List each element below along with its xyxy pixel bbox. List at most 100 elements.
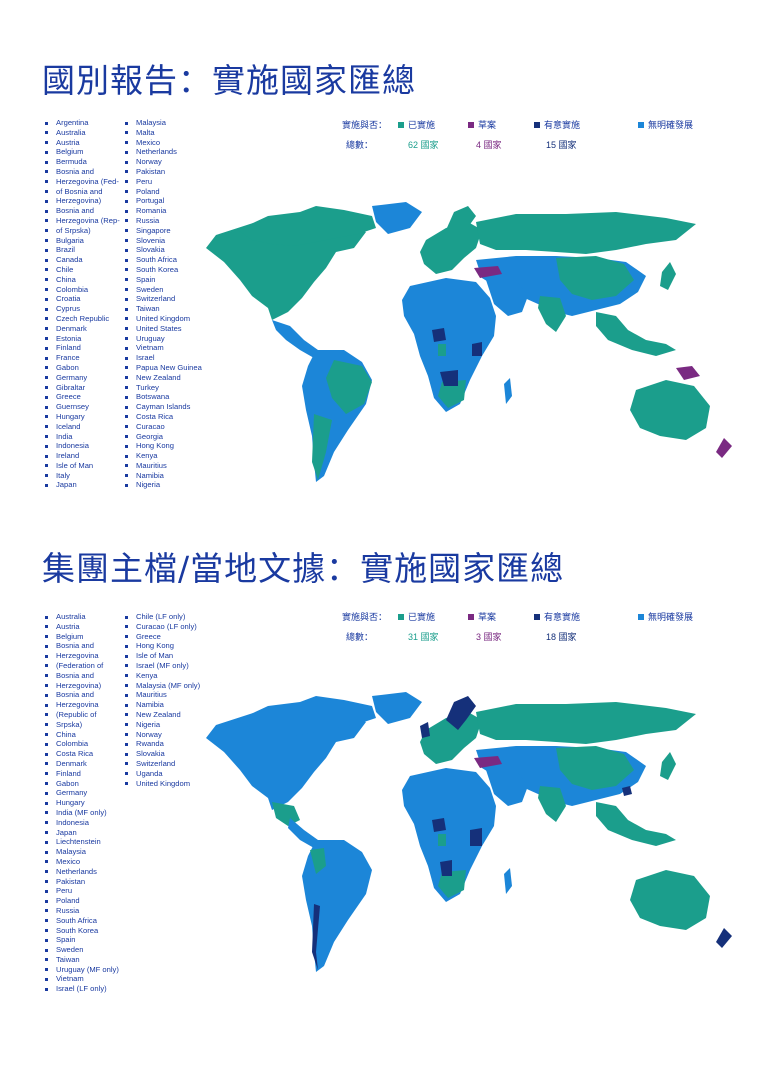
country-list-item: South Korea <box>122 265 222 275</box>
master-file-title: 集團主檔/當地文據：實施國家匯總 <box>42 549 565 588</box>
nigeria-shape <box>432 328 446 342</box>
country-list-item: Peru <box>122 177 222 187</box>
country-list-item: Poland <box>122 187 222 197</box>
country-list-item: Czech Republic <box>42 314 124 324</box>
country-list-item: Bosnia and <box>42 690 124 700</box>
turkey-shape <box>474 756 502 768</box>
country-list-item: South Korea <box>42 926 124 936</box>
country-list-item: Indonesia <box>42 441 124 451</box>
country-list-item: Bosnia and <box>42 206 124 216</box>
country-list-item: Taiwan <box>42 955 124 965</box>
chile-argentina-shape <box>312 414 332 480</box>
legend-no-plan: 無明確發展 <box>638 610 693 623</box>
country-list-item: Iceland <box>42 422 124 432</box>
country-list-item: Spain <box>122 275 222 285</box>
country-list-item: Hungary <box>42 412 124 422</box>
north-america-shape <box>206 218 366 320</box>
country-list-item: Indonesia <box>42 818 124 828</box>
country-list-item: Mexico <box>42 857 124 867</box>
country-list-item: Israel <box>122 353 222 363</box>
country-list-item: Srpska) <box>42 720 124 730</box>
uk-shape <box>420 722 430 738</box>
implemented-swatch <box>398 613 404 620</box>
totals-label: 總數： <box>346 632 374 642</box>
europe-shape <box>420 222 482 274</box>
draft-swatch <box>468 121 474 128</box>
country-list-item: Belgium <box>42 147 124 157</box>
country-list-item: Israel (LF only) <box>42 984 124 994</box>
scandinavia-shape <box>446 696 476 730</box>
country-list-item: Kenya <box>122 451 222 461</box>
country-list-item: Germany <box>42 788 124 798</box>
country-list-item: Sweden <box>42 945 124 955</box>
country-list-item: Norway <box>122 730 222 740</box>
country-list-item: Australia <box>42 128 124 138</box>
country-report-section: 國別報告：實施國家匯總 Argentina Australia Austria Bel… <box>0 0 768 520</box>
legend-implemented: 已實施 <box>398 610 435 623</box>
intended-swatch <box>534 121 540 128</box>
south-america-shape <box>302 840 372 972</box>
africa-shape <box>402 278 496 412</box>
country-list-item: Herzegovina <box>42 651 124 661</box>
country-list-item: Mexico <box>122 138 222 148</box>
country-list-item: United States <box>122 324 222 334</box>
country-list-item: Ireland <box>42 451 124 461</box>
country-list-item: Norway <box>122 157 222 167</box>
total-implemented: 31 國家 <box>408 632 439 642</box>
madagascar-shape <box>504 378 512 404</box>
country-list-item: Costa Rica <box>42 749 124 759</box>
country-list-item: Israel (MF only) <box>122 661 222 671</box>
gabon-shape <box>438 834 446 846</box>
world-map <box>206 692 732 972</box>
country-list-item: Sweden <box>122 285 222 295</box>
map-legend: 實施與否： 已實施 草案 有意實施 無明確發展 總數： 31 國家 3 國家 1… <box>342 610 742 650</box>
country-list-item: Isle of Man <box>42 461 124 471</box>
country-list-item: Colombia <box>42 739 124 749</box>
country-list-item: Guernsey <box>42 402 124 412</box>
country-list-item: Poland <box>42 896 124 906</box>
china-shape <box>556 256 634 300</box>
country-list-item: United Kingdom <box>122 314 222 324</box>
australia-shape <box>630 380 710 440</box>
country-list-item: Curacao (LF only) <box>122 622 222 632</box>
scandinavia-shape <box>446 206 476 240</box>
india-shape <box>538 296 566 332</box>
country-list-item: Uruguay <box>122 334 222 344</box>
europe-shape <box>420 712 482 764</box>
new-zealand-shape <box>716 928 732 948</box>
total-draft: 3 國家 <box>476 632 502 642</box>
no-plan-swatch <box>638 613 644 620</box>
country-list-item: Curacao <box>122 422 222 432</box>
country-list-item: India (MF only) <box>42 808 124 818</box>
country-list-item: Greece <box>42 392 124 402</box>
country-list-item: Bulgaria <box>42 236 124 246</box>
country-list-item: Russia <box>42 906 124 916</box>
country-list-item: Peru <box>42 886 124 896</box>
country-list-item: Georgia <box>122 432 222 442</box>
country-list-item: Nigeria <box>122 480 222 490</box>
legend-draft: 草案 <box>468 118 496 131</box>
north-america-shape <box>206 708 366 810</box>
country-list-item: Malaysia (MF only) <box>122 681 222 691</box>
country-list-item: Bermuda <box>42 157 124 167</box>
namibia-botswana-shape <box>440 370 458 386</box>
country-list-item: Estonia <box>42 334 124 344</box>
country-list-item: Herzegovina (Fed- <box>42 177 124 187</box>
southeast-asia-shape <box>596 312 676 356</box>
country-list-item: Botswana <box>122 392 222 402</box>
country-list-item: United Kingdom <box>122 779 222 789</box>
country-list-item: Gabon <box>42 363 124 373</box>
legend-draft: 草案 <box>468 610 496 623</box>
country-list-item: Chile (LF only) <box>122 612 222 622</box>
country-list-item: Japan <box>42 480 124 490</box>
country-list-item: Greece <box>122 632 222 642</box>
country-list-left: Argentina Australia Austria Belgium Bermuda B… <box>42 118 124 490</box>
country-list-item: Austria <box>42 138 124 148</box>
no-plan-swatch <box>638 121 644 128</box>
legend-implemented: 已實施 <box>398 118 435 131</box>
country-list-item: Switzerland <box>122 759 222 769</box>
country-list-item: Canada <box>42 255 124 265</box>
master-file-section: 集團主檔/當地文據：實施國家匯總 Australia Austria Belgium… <box>0 530 768 1086</box>
country-list-item: Herzegovina <box>42 700 124 710</box>
total-draft: 4 國家 <box>476 140 502 150</box>
